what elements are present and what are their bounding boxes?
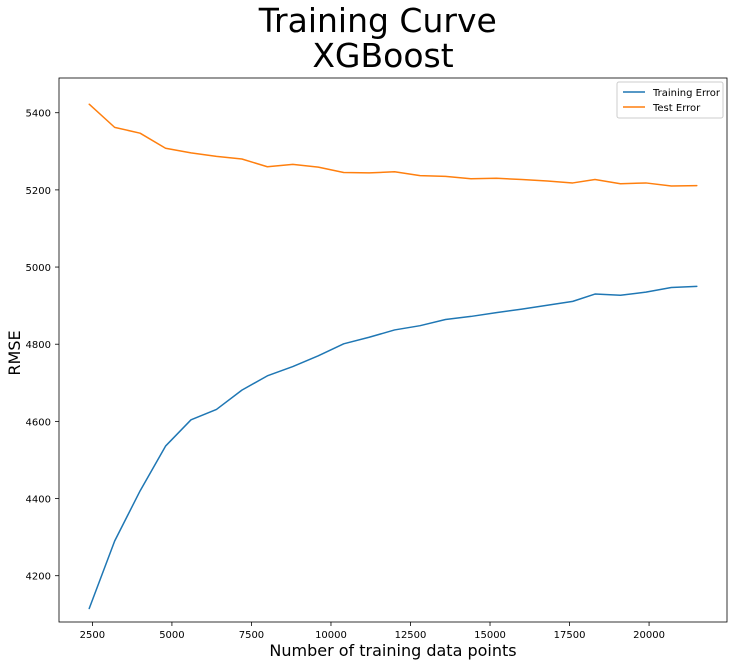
plot-frame — [58, 77, 728, 623]
y-tick-label: 5400 — [26, 109, 51, 120]
y-axis: 4200 4400 4600 4800 5000 5200 5400 — [26, 109, 59, 583]
x-tick-label: 7500 — [239, 630, 264, 641]
legend-box — [616, 81, 724, 119]
chart-title: Training Curve XGBoost — [258, 1, 508, 75]
x-tick-label: 15000 — [474, 630, 506, 641]
series-layer — [88, 103, 698, 610]
plot-area — [58, 77, 728, 623]
series-line-training-error — [88, 285, 698, 610]
legend-test-error-label: Test Error — [652, 103, 701, 114]
legend-training-error-label: Training Error — [652, 88, 721, 99]
y-axis-label: RMSE — [5, 330, 24, 375]
x-tick-label: 10000 — [315, 630, 347, 641]
x-tick-label: 2500 — [80, 630, 105, 641]
x-tick-label: 20000 — [633, 630, 665, 641]
x-tick-label: 12500 — [395, 630, 427, 641]
x-tick-label: 17500 — [554, 630, 586, 641]
series-line-test-error — [88, 103, 698, 187]
chart-title-line-2: XGBoost — [312, 36, 453, 75]
x-tick-label: 5000 — [159, 630, 184, 641]
y-tick-label: 4600 — [26, 417, 51, 428]
x-axis: 2500 5000 7500 10000 12500 15000 17500 20000 — [80, 622, 665, 641]
y-tick-label: 4800 — [26, 340, 51, 351]
y-tick-label: 5200 — [26, 186, 51, 197]
y-tick-label: 4400 — [26, 495, 51, 506]
x-axis-label: Number of training data points — [269, 641, 516, 660]
legend: Training Error Test Error — [616, 81, 724, 119]
y-tick-label: 4200 — [26, 572, 51, 583]
chart-title-line-1: Training Curve — [258, 1, 497, 40]
y-tick-label: 5000 — [26, 263, 51, 274]
